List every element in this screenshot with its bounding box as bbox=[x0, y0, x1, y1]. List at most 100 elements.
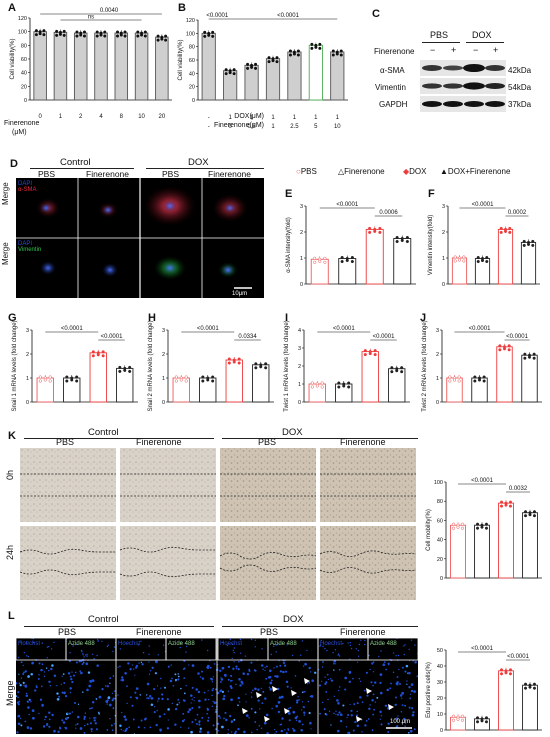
edu-nucleus bbox=[387, 662, 390, 665]
edu-nucleus bbox=[90, 730, 93, 733]
edu-nucleus bbox=[310, 728, 312, 730]
edu-nucleus bbox=[191, 686, 194, 689]
edu-nucleus bbox=[77, 703, 80, 705]
edu-nucleus bbox=[232, 667, 235, 670]
chart-i-point bbox=[347, 381, 351, 385]
chart-e-point bbox=[350, 259, 354, 264]
edu-nucleus bbox=[380, 723, 383, 726]
edu-nucleus bbox=[286, 685, 289, 688]
chart-b-row2-value: - bbox=[208, 124, 210, 130]
chart-a-point bbox=[58, 32, 62, 36]
edu-nucleus bbox=[44, 715, 47, 719]
edu-nucleus bbox=[157, 697, 160, 700]
chart-b-row2-value: 0.5 bbox=[247, 124, 256, 130]
panel-l-col-2: Finerenone bbox=[136, 627, 182, 637]
edu-nucleus bbox=[359, 680, 362, 683]
edu-nucleus bbox=[105, 700, 108, 703]
edu-nucleus bbox=[387, 722, 390, 725]
edu-nucleus bbox=[296, 701, 299, 704]
edu-nucleus bbox=[196, 713, 199, 716]
edu-nucleus bbox=[149, 695, 152, 698]
edu-nucleus bbox=[69, 675, 72, 678]
edu-nucleus bbox=[201, 670, 203, 673]
edu-nucleus bbox=[223, 694, 226, 698]
edu-nucleus bbox=[148, 653, 150, 655]
edu-nucleus bbox=[408, 648, 410, 651]
edu-nucleus bbox=[76, 723, 79, 725]
edu-nucleus bbox=[94, 717, 97, 719]
edu-nucleus bbox=[235, 665, 238, 668]
edu-nucleus bbox=[268, 686, 271, 689]
edu-nucleus bbox=[309, 671, 312, 673]
edu-nucleus bbox=[303, 714, 306, 716]
chart-k-point bbox=[484, 522, 489, 526]
chart-k-point bbox=[532, 514, 537, 518]
edu-nucleus bbox=[404, 725, 406, 727]
chart-k-ytick-label: 60 bbox=[437, 518, 443, 524]
edu-nucleus bbox=[153, 688, 156, 691]
edu-nucleus bbox=[178, 701, 181, 704]
chart-i-point bbox=[400, 370, 404, 374]
panel-l-label-hoechst-2: Hoechst bbox=[118, 641, 141, 647]
edu-nucleus bbox=[67, 716, 69, 719]
edu-nucleus bbox=[201, 639, 203, 641]
edu-nucleus bbox=[51, 713, 54, 717]
panel-l-col-3: PBS bbox=[260, 627, 279, 637]
chart-k-point bbox=[508, 504, 513, 508]
scratch-image-grid bbox=[20, 448, 417, 600]
chart-b-bar bbox=[308, 44, 323, 101]
chart-b-row1-value: 1 bbox=[271, 115, 275, 121]
edu-nucleus bbox=[190, 730, 193, 734]
edu-nucleus bbox=[135, 696, 137, 699]
edu-nucleus bbox=[19, 640, 21, 642]
edu-nucleus bbox=[239, 684, 242, 687]
chart-b-point bbox=[339, 53, 343, 57]
chart-a-xtick-label: 10 bbox=[138, 114, 145, 120]
edu-nucleus bbox=[80, 671, 83, 675]
edu-nucleus bbox=[141, 663, 144, 666]
chart-k-point bbox=[504, 503, 508, 507]
edu-nucleus bbox=[380, 691, 383, 695]
edu-nucleus bbox=[170, 664, 172, 666]
edu-nucleus bbox=[244, 655, 247, 657]
panel-letter-l: L bbox=[8, 610, 15, 622]
chart-j-ytick-label: 2 bbox=[436, 352, 439, 358]
chart-f-point bbox=[499, 226, 503, 230]
edu-nucleus bbox=[411, 713, 415, 717]
panel-letter-f: F bbox=[428, 188, 435, 200]
edu-nucleus bbox=[155, 723, 158, 727]
edu-nucleus bbox=[217, 730, 220, 732]
edu-nucleus bbox=[62, 721, 66, 724]
edu-nucleus bbox=[77, 715, 80, 719]
chart-b-point bbox=[228, 71, 232, 75]
chart-a-point bbox=[62, 33, 66, 37]
edu-nucleus bbox=[237, 696, 241, 700]
edu-nucleus bbox=[353, 703, 356, 706]
chart-j-point bbox=[457, 379, 461, 383]
chart-k-ytick-label: 20 bbox=[437, 557, 443, 563]
edu-nucleus bbox=[81, 663, 84, 666]
chart-l-point bbox=[508, 668, 513, 672]
edu-nucleus bbox=[80, 649, 83, 652]
edu-nucleus bbox=[177, 673, 179, 675]
chart-e-point bbox=[378, 226, 382, 230]
edu-nucleus bbox=[260, 727, 263, 730]
chart-i-point bbox=[373, 349, 377, 353]
edu-nucleus bbox=[180, 641, 182, 643]
edu-nucleus bbox=[194, 718, 197, 721]
edu-nucleus bbox=[269, 688, 272, 691]
chart-b-point bbox=[310, 42, 314, 46]
panel-k-col-4: Finerenone bbox=[340, 437, 386, 447]
edu-nucleus bbox=[248, 717, 250, 719]
edu-nucleus bbox=[89, 722, 93, 725]
edu-nucleus bbox=[254, 687, 257, 691]
edu-nucleus bbox=[174, 678, 178, 682]
edu-nucleus bbox=[245, 693, 247, 695]
chart-f-point bbox=[453, 259, 457, 263]
edu-nucleus bbox=[338, 668, 341, 671]
edu-nucleus bbox=[96, 639, 99, 641]
edu-nucleus bbox=[161, 693, 164, 696]
edu-nucleus bbox=[237, 704, 239, 707]
edu-nucleus bbox=[89, 717, 91, 719]
chart-k-ytick-label: 100 bbox=[434, 480, 443, 486]
